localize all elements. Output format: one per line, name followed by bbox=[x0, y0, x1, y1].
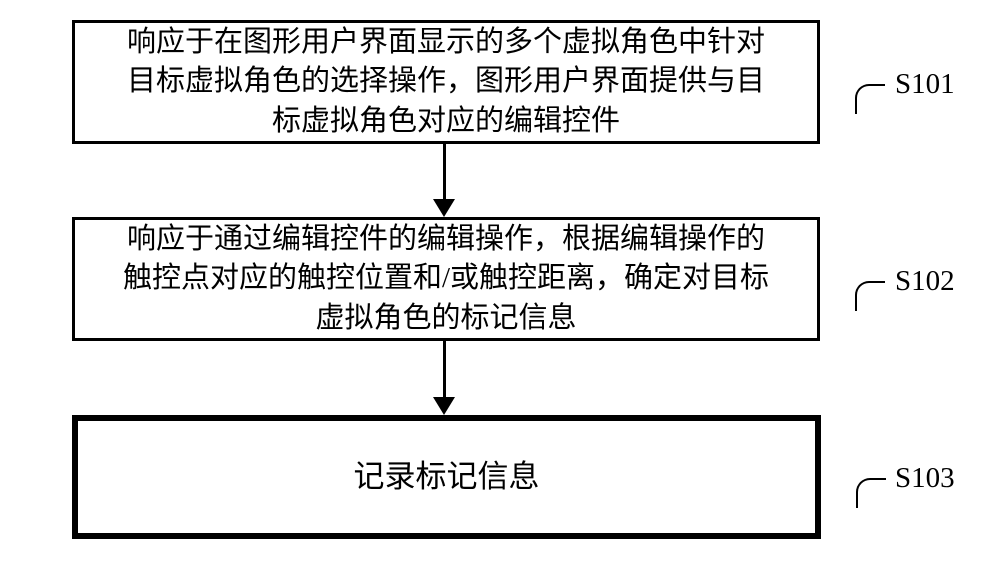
connector-curve-3 bbox=[856, 478, 886, 508]
connector-curve-1 bbox=[855, 84, 885, 114]
flow-step-2-text: 响应于通过编辑控件的编辑操作，根据编辑操作的触控点对应的触控位置和/或触控距离，… bbox=[123, 220, 769, 337]
step-label-s103: S103 bbox=[895, 462, 955, 495]
step-label-s101: S101 bbox=[895, 68, 955, 101]
connector-curve-2 bbox=[855, 281, 885, 311]
flow-step-1-text: 响应于在图形用户界面显示的多个虚拟角色中针对目标虚拟角色的选择操作，图形用户界面… bbox=[127, 23, 765, 140]
arrow-1-head bbox=[433, 199, 455, 217]
arrow-2-line bbox=[443, 341, 446, 397]
flow-step-1: 响应于在图形用户界面显示的多个虚拟角色中针对目标虚拟角色的选择操作，图形用户界面… bbox=[72, 20, 820, 144]
arrow-2-head bbox=[433, 397, 455, 415]
flow-step-2: 响应于通过编辑控件的编辑操作，根据编辑操作的触控点对应的触控位置和/或触控距离，… bbox=[72, 217, 820, 341]
flow-step-3: 记录标记信息 bbox=[72, 415, 821, 539]
flow-step-3-text: 记录标记信息 bbox=[354, 456, 540, 498]
arrow-1-line bbox=[443, 144, 446, 199]
step-label-s102: S102 bbox=[895, 265, 955, 298]
flowchart-canvas: 响应于在图形用户界面显示的多个虚拟角色中针对目标虚拟角色的选择操作，图形用户界面… bbox=[0, 0, 1000, 571]
